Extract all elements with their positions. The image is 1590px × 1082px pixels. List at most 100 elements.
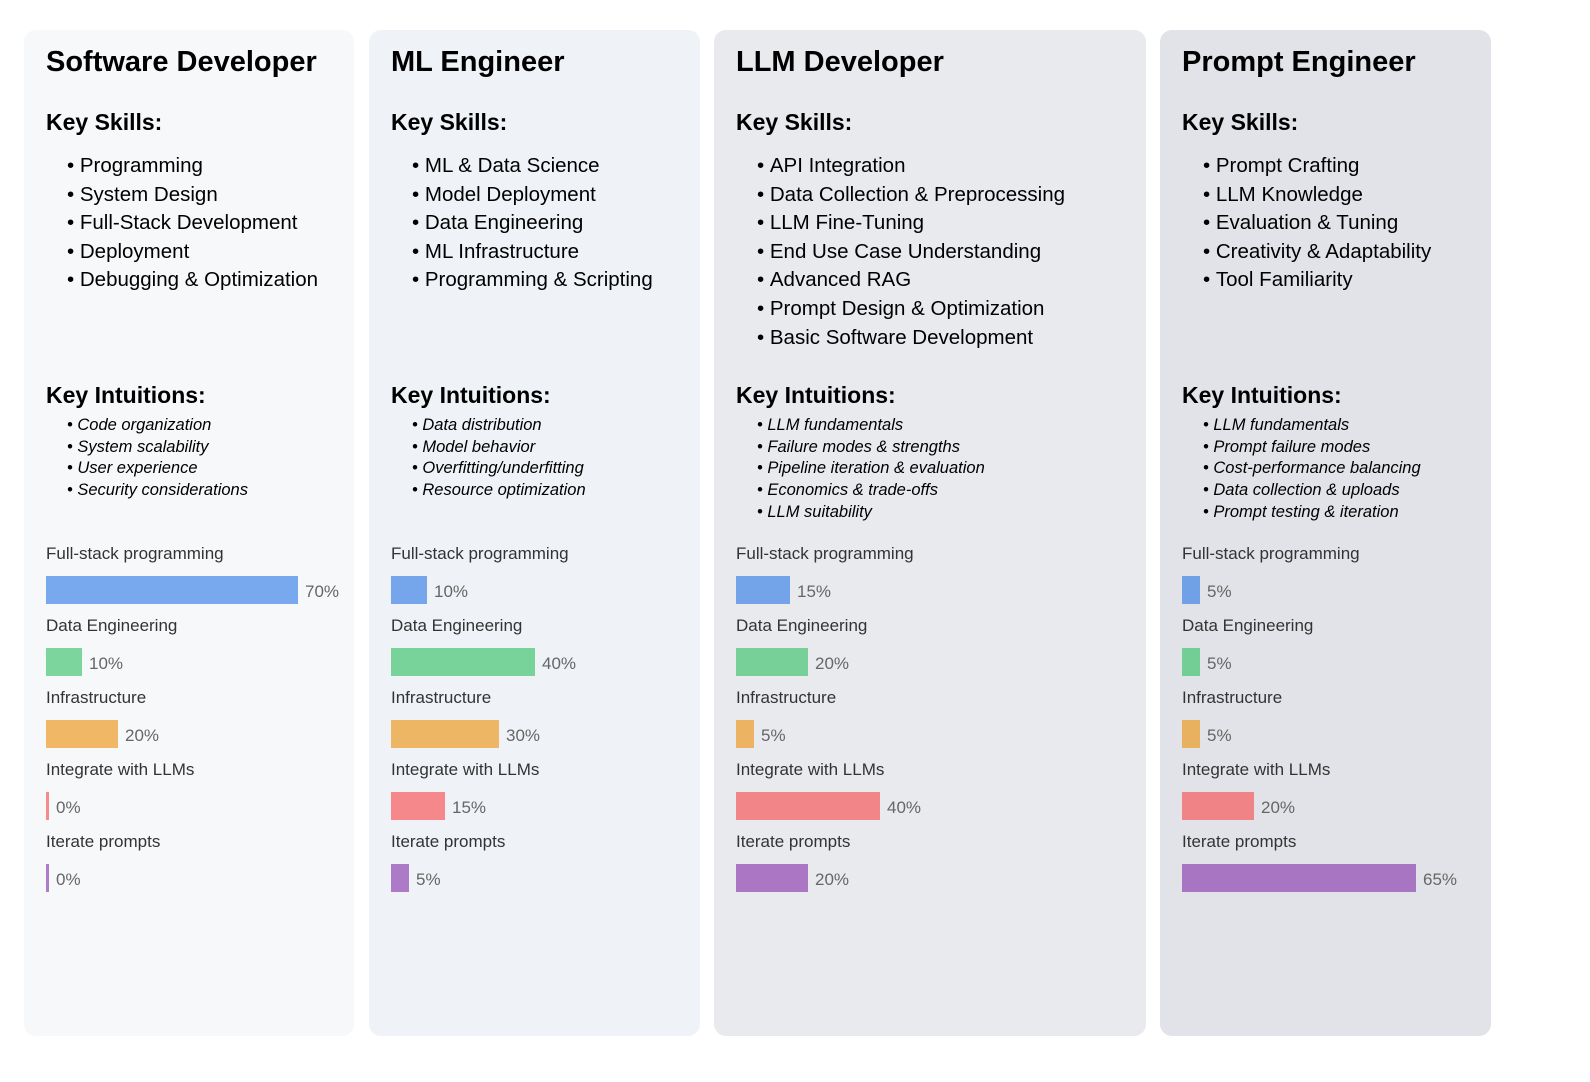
intuition-item: Data distribution	[412, 415, 586, 437]
metric-value-label: 15%	[452, 798, 487, 817]
key-intuitions-list: LLM fundamentalsPrompt failure modesCost…	[1203, 415, 1421, 524]
metric-value-label: 10%	[434, 582, 469, 601]
skill-item: Deployment	[67, 238, 318, 267]
metric-bar	[391, 576, 427, 604]
skill-item: Debugging & Optimization	[67, 266, 318, 295]
metric-bar	[46, 792, 49, 820]
metric-value-label: 20%	[815, 654, 850, 673]
intuition-item: Resource optimization	[412, 480, 585, 502]
metric-label: Integrate with LLMs	[46, 760, 195, 779]
skill-item: Prompt Design & Optimization	[757, 295, 1065, 324]
metric-bar	[46, 720, 118, 748]
skill-item: Prompt Crafting	[1203, 152, 1431, 181]
metric-label: Infrastructure	[1182, 688, 1283, 707]
metric-value-label: 20%	[1261, 798, 1296, 817]
metric-value-label: 5%	[1207, 726, 1232, 745]
metric-bar	[736, 864, 808, 892]
key-intuitions-heading: Key Intuitions:	[736, 382, 896, 408]
skill-item: System Design	[67, 181, 318, 210]
metric-label: Infrastructure	[46, 688, 147, 707]
intuition-item: Economics & trade-offs	[757, 480, 985, 502]
key-skills-list: Prompt CraftingLLM KnowledgeEvaluation &…	[1203, 152, 1431, 295]
key-skills-list: ML & Data ScienceModel DeploymentData En…	[412, 152, 653, 295]
metric-label: Data Engineering	[736, 616, 868, 635]
intuition-item: LLM fundamentals	[1203, 415, 1421, 437]
metric-bar	[1182, 864, 1416, 892]
metric-value-label: 70%	[305, 582, 340, 601]
key-intuitions-heading: Key Intuitions:	[46, 382, 206, 408]
metric-bar	[391, 864, 409, 892]
metric-bar	[1182, 720, 1200, 748]
skill-item: Data Engineering	[412, 209, 653, 238]
metric-label: Integrate with LLMs	[1182, 760, 1331, 779]
metric-bar	[736, 576, 790, 604]
intuition-item: LLM fundamentals	[757, 415, 985, 437]
metric-bar	[736, 648, 808, 676]
key-skills-heading: Key Skills:	[736, 109, 853, 135]
key-skills-heading: Key Skills:	[1182, 109, 1299, 135]
key-intuitions-heading: Key Intuitions:	[391, 382, 551, 408]
skill-item: Full-Stack Development	[67, 209, 318, 238]
skill-item: Programming & Scripting	[412, 266, 653, 295]
skill-item: Advanced RAG	[757, 266, 1065, 295]
intuition-item: Code organization	[67, 415, 248, 437]
intuition-item: Failure modes & strengths	[757, 437, 985, 459]
skill-item: Tool Familiarity	[1203, 266, 1431, 295]
metric-value-label: 5%	[1207, 582, 1232, 601]
key-skills-list: API IntegrationData Collection & Preproc…	[757, 152, 1065, 352]
skill-item: LLM Knowledge	[1203, 181, 1431, 210]
role-card: ML Engineer Key Skills: ML & Data Scienc…	[369, 30, 700, 1036]
skill-item: Data Collection & Preprocessing	[757, 181, 1065, 210]
skill-item: Basic Software Development	[757, 324, 1065, 353]
metric-value-label: 10%	[89, 654, 124, 673]
metric-bar	[1182, 576, 1200, 604]
metric-value-label: 40%	[542, 654, 577, 673]
metric-value-label: 5%	[761, 726, 786, 745]
metric-bar	[736, 792, 880, 820]
metric-bar	[391, 648, 535, 676]
intuition-item: Cost-performance balancing	[1203, 458, 1420, 480]
metric-label: Infrastructure	[391, 688, 492, 707]
metric-value-label: 0%	[56, 798, 81, 817]
intuition-item: Pipeline iteration & evaluation	[757, 458, 984, 480]
role-card: Prompt Engineer Key Skills: Prompt Craft…	[1160, 30, 1491, 1036]
key-skills-heading: Key Skills:	[46, 109, 163, 135]
metric-label: Data Engineering	[1182, 616, 1314, 635]
metric-value-label: 65%	[1423, 870, 1458, 889]
metric-value-label: 20%	[815, 870, 850, 889]
metric-value-label: 5%	[1207, 654, 1232, 673]
skill-item: Programming	[67, 152, 318, 181]
key-skills-heading: Key Skills:	[391, 109, 508, 135]
metric-bar	[46, 864, 49, 892]
metric-label: Data Engineering	[46, 616, 178, 635]
skill-item: ML Infrastructure	[412, 238, 653, 267]
metric-label: Iterate prompts	[46, 832, 161, 851]
role-title: LLM Developer	[736, 46, 944, 78]
metric-value-label: 5%	[416, 870, 441, 889]
metric-label: Iterate prompts	[1182, 832, 1297, 851]
intuition-item: Security considerations	[67, 480, 248, 502]
metric-label: Iterate prompts	[736, 832, 851, 851]
metric-bar	[391, 720, 499, 748]
metric-value-label: 30%	[506, 726, 541, 745]
metric-label: Data Engineering	[391, 616, 523, 635]
metric-label: Integrate with LLMs	[736, 760, 885, 779]
metric-bar	[391, 792, 445, 820]
metric-bar	[46, 648, 82, 676]
skill-item: LLM Fine-Tuning	[757, 209, 1065, 238]
metric-bar	[736, 720, 754, 748]
intuition-item: Model behavior	[412, 437, 586, 459]
metric-value-label: 20%	[125, 726, 160, 745]
intuition-item: Prompt testing & iteration	[1203, 502, 1421, 524]
intuition-item: Prompt failure modes	[1203, 437, 1421, 459]
metric-bar	[1182, 792, 1254, 820]
metric-value-label: 15%	[797, 582, 832, 601]
intuition-item: System scalability	[67, 437, 248, 459]
metric-value-label: 40%	[887, 798, 922, 817]
metric-bar	[46, 576, 298, 604]
key-skills-list: ProgrammingSystem DesignFull-Stack Devel…	[67, 152, 318, 295]
skill-item: API Integration	[757, 152, 1065, 181]
metric-label: Iterate prompts	[391, 832, 506, 851]
skill-item: Creativity & Adaptability	[1203, 238, 1431, 267]
metric-label: Infrastructure	[736, 688, 837, 707]
